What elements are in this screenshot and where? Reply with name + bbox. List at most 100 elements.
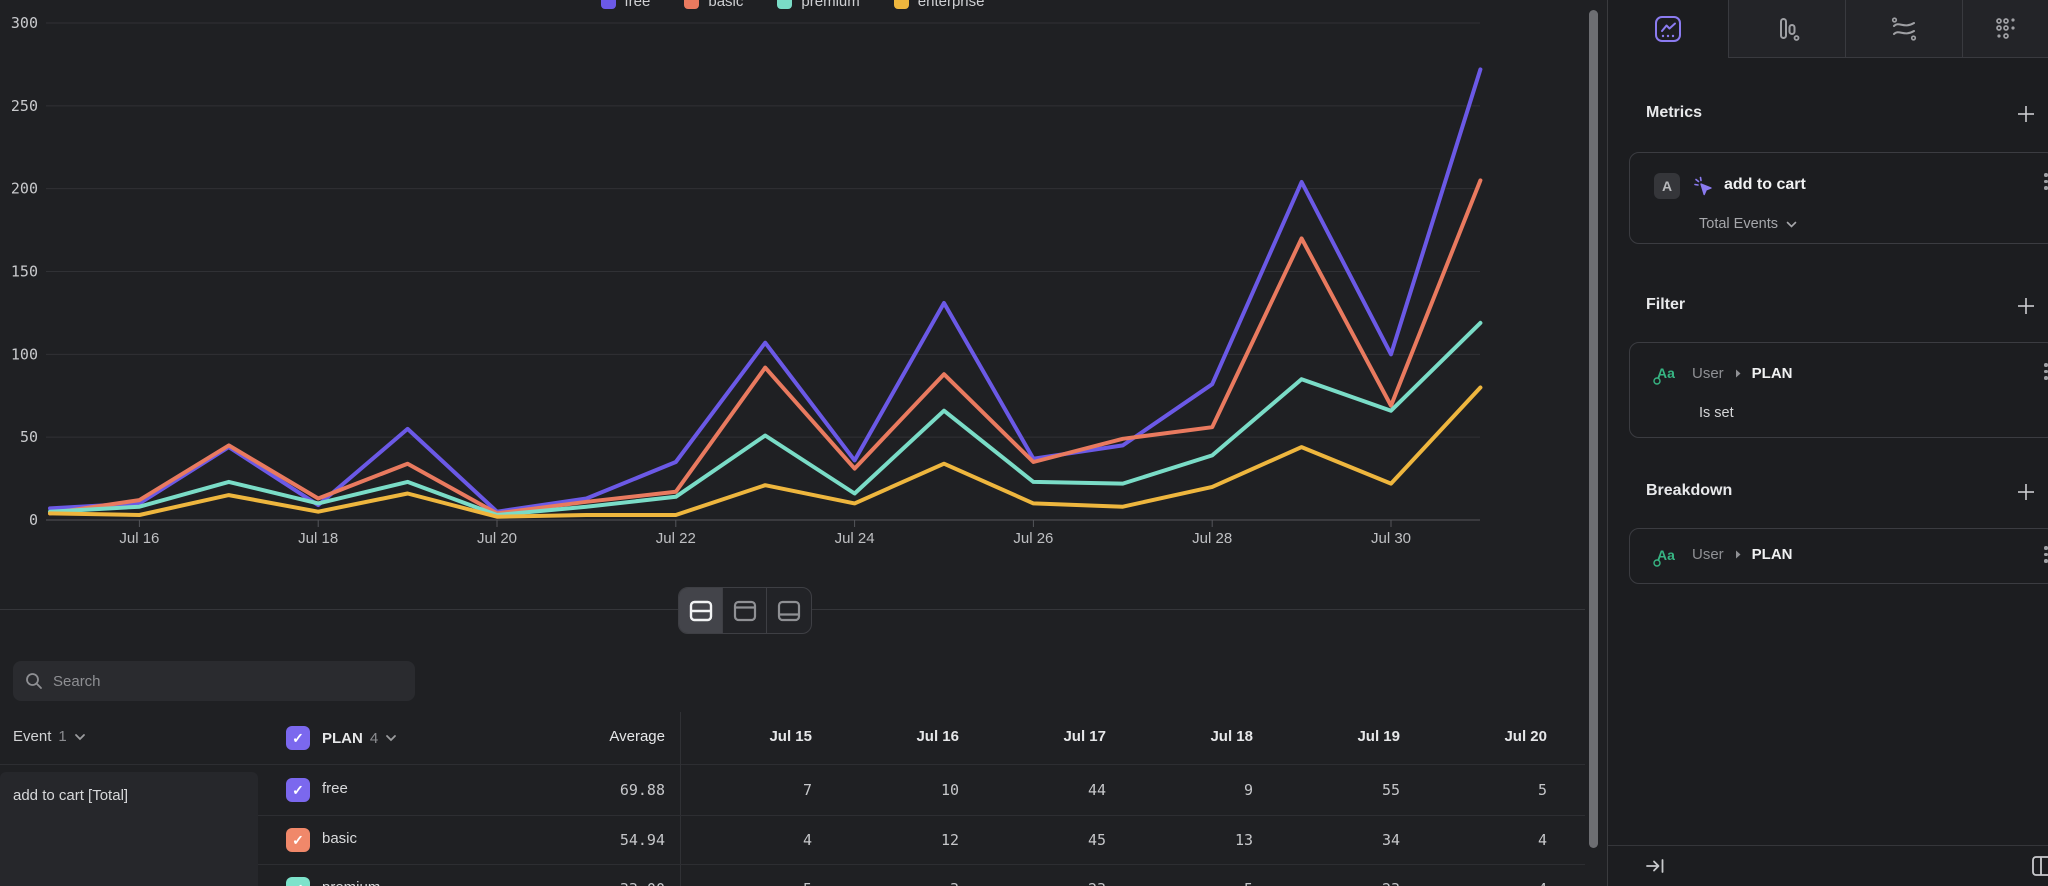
tab-more-charts[interactable] bbox=[1963, 0, 2048, 58]
tab-bar-chart[interactable] bbox=[1729, 0, 1846, 58]
chevron-down-icon bbox=[74, 733, 85, 740]
tab-line-chart[interactable] bbox=[1608, 0, 1729, 58]
legend-item-enterprise[interactable]: enterprise bbox=[893, 0, 985, 10]
series-line-enterprise[interactable] bbox=[48, 385, 1483, 519]
plus-icon bbox=[2018, 484, 2034, 500]
event-column-header[interactable]: Event 1 bbox=[13, 728, 86, 745]
chart-and-table-panel: free basic premium enterprise 0 50 100 150 200 2… bbox=[0, 0, 1585, 886]
metric-event-name[interactable]: add to cart bbox=[1724, 176, 1806, 193]
legend-item-premium[interactable]: premium bbox=[777, 0, 860, 10]
plan-row-average: 33.00 bbox=[545, 880, 665, 886]
average-column-divider bbox=[680, 712, 681, 886]
series-line-premium[interactable] bbox=[48, 320, 1483, 517]
legend-label: free bbox=[624, 0, 651, 10]
plan-row-value: 5 bbox=[1143, 880, 1253, 886]
plan-row-average: 69.88 bbox=[619, 781, 665, 799]
breakdown-card[interactable]: Aa User PLAN bbox=[1629, 528, 2048, 584]
filter-card[interactable]: Aa User PLAN Is set bbox=[1629, 342, 2048, 438]
layout-split-view-button[interactable] bbox=[679, 588, 723, 633]
collapse-right-icon bbox=[1646, 859, 1664, 873]
filter-heading: Filter bbox=[1646, 296, 1686, 313]
date-column-header-jul-16: Jul 16 bbox=[916, 728, 959, 745]
table-search[interactable] bbox=[13, 661, 415, 701]
metric-measure-dropdown[interactable]: Total Events bbox=[1699, 216, 1797, 232]
series-line-basic[interactable] bbox=[48, 178, 1483, 516]
plan-row-value: 4 bbox=[1537, 831, 1547, 849]
legend-swatch bbox=[684, 0, 700, 9]
filter-menu-button[interactable] bbox=[2037, 363, 2048, 380]
plan-checkbox-basic[interactable]: ✓ bbox=[286, 828, 310, 852]
property-aa-icon: Aa bbox=[1653, 365, 1675, 385]
date-column-header-jul-18: Jul 18 bbox=[1210, 728, 1253, 745]
x-axis-label: Jul 20 bbox=[477, 530, 517, 547]
search-input[interactable] bbox=[53, 672, 403, 690]
x-axis-label: Jul 26 bbox=[1013, 530, 1053, 547]
date-column-header-jul-17: Jul 17 bbox=[1063, 728, 1106, 745]
plan-row-value: 12 bbox=[940, 831, 959, 849]
chevron-down-icon bbox=[1786, 221, 1797, 228]
vertical-scrollbar[interactable] bbox=[1589, 10, 1598, 848]
filter-property[interactable]: User PLAN bbox=[1692, 365, 1793, 382]
plan-row-value: 13 bbox=[1234, 831, 1253, 849]
breakdown-property[interactable]: User PLAN bbox=[1692, 546, 1793, 563]
filter-condition[interactable]: Is set bbox=[1699, 405, 1734, 421]
plan-row-basic[interactable]: ✓ basic 54.94 4 12 45 13 34 4 bbox=[258, 815, 1585, 864]
event-row[interactable]: add to cart [Total] bbox=[0, 772, 258, 886]
date-column-header-jul-19: Jul 19 bbox=[1357, 728, 1400, 745]
plan-select-all-checkbox[interactable]: ✓ bbox=[286, 726, 310, 750]
plan-row-average: 54.94 bbox=[619, 831, 665, 849]
legend-item-free[interactable]: free bbox=[600, 0, 651, 10]
property-group-label: User bbox=[1692, 546, 1724, 563]
plan-row-value: 23 bbox=[1290, 880, 1400, 886]
panel-layout-button[interactable] bbox=[2031, 855, 2048, 882]
collapse-sidebar-button[interactable] bbox=[1644, 855, 1666, 882]
split-view-icon bbox=[689, 600, 712, 621]
y-axis-label: 100 bbox=[11, 345, 38, 363]
metrics-heading: Metrics bbox=[1646, 104, 1703, 121]
layout-table-only-button[interactable] bbox=[767, 588, 811, 633]
y-axis-label: 300 bbox=[11, 14, 38, 32]
y-axis-label: 0 bbox=[29, 511, 38, 529]
legend-label: enterprise bbox=[917, 0, 985, 10]
bar-chart-icon bbox=[1780, 17, 1800, 41]
plan-row-value: 45 bbox=[1087, 831, 1106, 849]
metric-card[interactable]: A add to cart Total Events bbox=[1629, 152, 2048, 244]
plan-checkbox-premium[interactable]: ✓ bbox=[286, 877, 310, 886]
plan-row-value: 44 bbox=[1087, 781, 1106, 799]
line-chart[interactable]: 0 50 100 150 200 250 300 Jul 16 Jul 18 Jul 20 Jul … bbox=[0, 0, 1585, 560]
breakdown-menu-button[interactable] bbox=[2037, 546, 2048, 563]
add-breakdown-button[interactable] bbox=[2014, 480, 2038, 504]
plan-row-value: 34 bbox=[1381, 831, 1400, 849]
y-axis-label: 200 bbox=[11, 180, 38, 198]
tab-flow-chart[interactable] bbox=[1846, 0, 1963, 58]
series-line-free[interactable] bbox=[48, 67, 1483, 514]
metric-menu-button[interactable] bbox=[2037, 173, 2048, 190]
plan-checkbox-free[interactable]: ✓ bbox=[286, 778, 310, 802]
plan-row-value: 23 bbox=[996, 880, 1106, 886]
legend-swatch bbox=[777, 0, 793, 9]
x-axis-label: Jul 24 bbox=[835, 530, 875, 547]
plan-header-label: PLAN bbox=[322, 729, 363, 747]
plan-row-label: premium bbox=[322, 879, 380, 886]
property-aa-icon: Aa bbox=[1653, 547, 1675, 567]
plus-icon bbox=[2018, 106, 2034, 122]
more-charts-grid-icon bbox=[1996, 17, 2015, 39]
add-metric-button[interactable] bbox=[2014, 102, 2038, 126]
y-axis-label: 250 bbox=[11, 97, 38, 115]
event-click-icon bbox=[1694, 176, 1712, 196]
plan-row-premium[interactable]: ✓ premium 33.00 5 3 23 5 23 4 bbox=[258, 864, 1585, 886]
plan-row-free[interactable]: ✓ free 69.88 7 10 44 9 55 5 bbox=[258, 766, 1585, 815]
chevron-down-icon bbox=[386, 735, 397, 742]
add-filter-button[interactable] bbox=[2014, 294, 2038, 318]
svg-text:Aa: Aa bbox=[1657, 547, 1675, 563]
layout-chart-only-button[interactable] bbox=[723, 588, 767, 633]
legend-label: premium bbox=[801, 0, 860, 10]
property-group-label: User bbox=[1692, 365, 1724, 382]
date-column-header-jul-20: Jul 20 bbox=[1504, 728, 1547, 745]
legend-item-basic[interactable]: basic bbox=[684, 0, 743, 10]
plan-column-header[interactable]: ✓ PLAN 4 bbox=[286, 726, 397, 750]
event-header-label: Event bbox=[13, 728, 52, 745]
legend-label: basic bbox=[708, 0, 744, 10]
flow-chart-icon bbox=[1891, 16, 1917, 41]
